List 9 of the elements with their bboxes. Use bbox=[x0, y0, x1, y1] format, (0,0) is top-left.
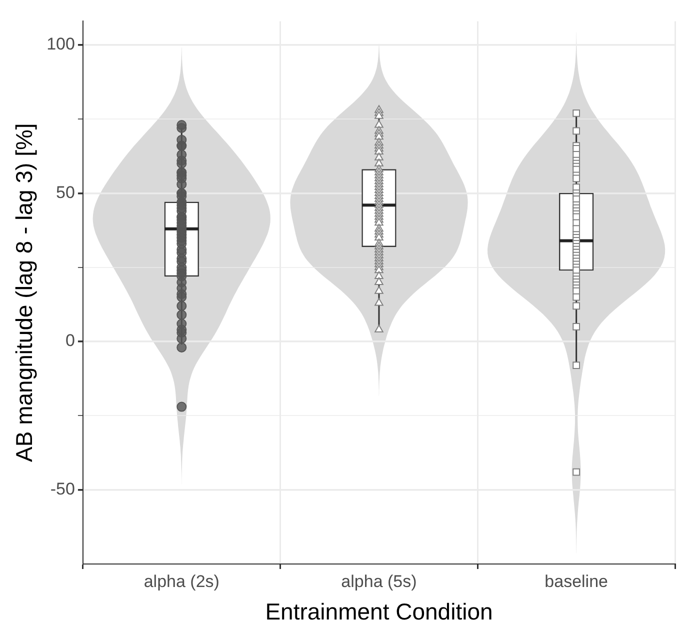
x-tick-label: baseline bbox=[544, 572, 608, 591]
y-axis-title: AB mangnitude (lag 8 - lag 3) [%] bbox=[11, 123, 38, 462]
y-tick-label: 100 bbox=[46, 34, 75, 54]
x-axis-title: Entrainment Condition bbox=[265, 598, 493, 625]
x-tick-label: alpha (2s) bbox=[144, 572, 220, 591]
y-tick-label: -50 bbox=[50, 480, 75, 499]
y-tick-label: 50 bbox=[56, 182, 75, 202]
y-tick-label: 0 bbox=[65, 331, 75, 350]
x-tick-label: alpha (5s) bbox=[341, 572, 417, 591]
